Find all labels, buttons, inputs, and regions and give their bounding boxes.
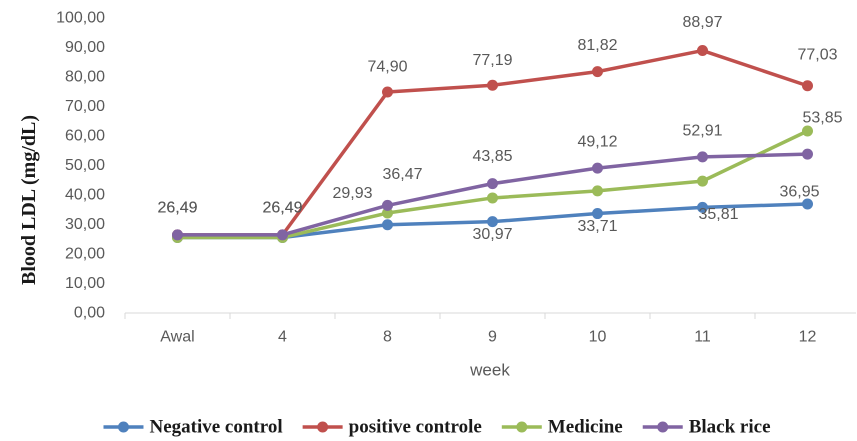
y-tick-label: 90,00 (65, 39, 105, 56)
legend-item-black-rice: Black rice (642, 417, 771, 438)
data-label-negative-control: 36,95 (779, 183, 819, 200)
x-tick-label: 10 (589, 329, 607, 346)
legend-label-positive-controle: positive controle (349, 417, 482, 438)
data-label-black-rice: 52,91 (682, 122, 722, 139)
data-point-negative-control (592, 208, 603, 220)
data-point-medicine (592, 185, 603, 197)
x-tick-label: 12 (799, 329, 817, 346)
data-label-black-rice: 36,47 (382, 166, 422, 183)
data-label-positive-controle: 88,97 (682, 14, 722, 31)
data-label-black-rice: 43,85 (472, 148, 512, 165)
data-point-positive-controle (697, 45, 708, 57)
y-axis-title: Blood LDL (mg/dL) (18, 115, 40, 285)
data-label-black-rice: 26,49 (262, 199, 302, 216)
y-tick-label: 10,00 (65, 275, 105, 292)
data-label-positive-controle: 26,49 (157, 199, 197, 216)
x-tick-label: 9 (488, 329, 497, 346)
data-point-medicine (697, 175, 708, 187)
y-tick-label: 50,00 (65, 157, 105, 174)
data-point-black-rice (487, 178, 498, 190)
data-label-black-rice: 49,12 (577, 134, 617, 151)
axes: 0,00 10,00 20,00 30,00 40,00 50,00 60,00 70,00 8… (56, 10, 856, 346)
data-point-positive-controle (382, 86, 393, 98)
data-point-medicine (802, 125, 813, 137)
data-point-black-rice (802, 148, 813, 160)
data-point-negative-control (382, 219, 393, 231)
data-label-black-rice: 53,85 (802, 110, 842, 127)
data-label-negative-control: 33,71 (577, 218, 617, 235)
y-tick-label: 20,00 (65, 246, 105, 263)
y-tick-label: 40,00 (65, 187, 105, 204)
data-label-black-rice: 26,49 (157, 199, 197, 216)
legend-item-negative-control: Negative control (103, 417, 283, 438)
data-point-medicine (382, 207, 393, 219)
data-point-negative-control (802, 198, 813, 210)
data-label-positive-controle: 77,19 (472, 52, 512, 69)
legend-label-medicine: Medicine (548, 417, 623, 438)
data-point-positive-controle (802, 80, 813, 92)
legend-item-medicine: Medicine (501, 417, 623, 438)
data-point-medicine (487, 192, 498, 204)
y-tick-label: 30,00 (65, 216, 105, 233)
legend-marker-positive-controle (317, 421, 329, 433)
data-label-positive-controle: 77,03 (797, 46, 837, 63)
data-label-positive-controle: 81,82 (577, 37, 617, 54)
legend-item-positive-controle: positive controle (302, 417, 482, 438)
y-tick-label: 100,00 (56, 10, 105, 27)
data-label-negative-control: 29,93 (332, 185, 372, 202)
legend-marker-black-rice (657, 421, 669, 433)
x-tick-label: 11 (694, 329, 711, 346)
data-point-black-rice (277, 229, 288, 241)
legend-marker-negative-control (117, 421, 129, 433)
data-label-positive-controle: 74,90 (367, 59, 407, 76)
data-label-negative-control: 35,81 (698, 206, 738, 223)
data-point-negative-control (697, 201, 708, 213)
legend-label-negative-control: Negative control (149, 417, 282, 438)
data-point-black-rice (382, 199, 393, 211)
x-tick-label: 4 (278, 329, 287, 346)
data-point-black-rice (697, 151, 708, 163)
data-labels: 29,93 30,97 33,71 35,81 36,95 26,49 26,49 74,90… (157, 14, 842, 243)
data-point-positive-controle (592, 66, 603, 78)
legend-label-black-rice: Black rice (689, 417, 771, 438)
x-axis-title: week (469, 361, 510, 380)
x-tick-label: Awal (160, 329, 194, 346)
data-point-black-rice (592, 162, 603, 174)
legend-marker-medicine (516, 421, 528, 433)
y-tick-label: 0,00 (74, 305, 105, 322)
data-point-black-rice (172, 229, 183, 241)
data-point-negative-control (487, 216, 498, 228)
data-label-positive-controle: 26,49 (262, 199, 302, 216)
y-tick-label: 70,00 (65, 98, 105, 115)
y-tick-label: 80,00 (65, 69, 105, 86)
x-tick-label: 8 (383, 329, 392, 346)
data-point-positive-controle (487, 79, 498, 91)
legend: Negative control positive controle Medicin… (103, 417, 771, 438)
data-label-negative-control: 30,97 (472, 226, 512, 243)
y-tick-label: 60,00 (65, 128, 105, 145)
series-lines (172, 45, 813, 243)
